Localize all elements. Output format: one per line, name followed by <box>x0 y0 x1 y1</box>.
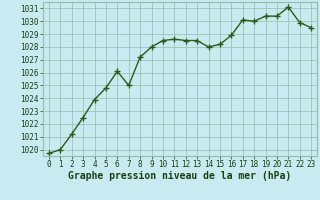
X-axis label: Graphe pression niveau de la mer (hPa): Graphe pression niveau de la mer (hPa) <box>68 171 292 181</box>
